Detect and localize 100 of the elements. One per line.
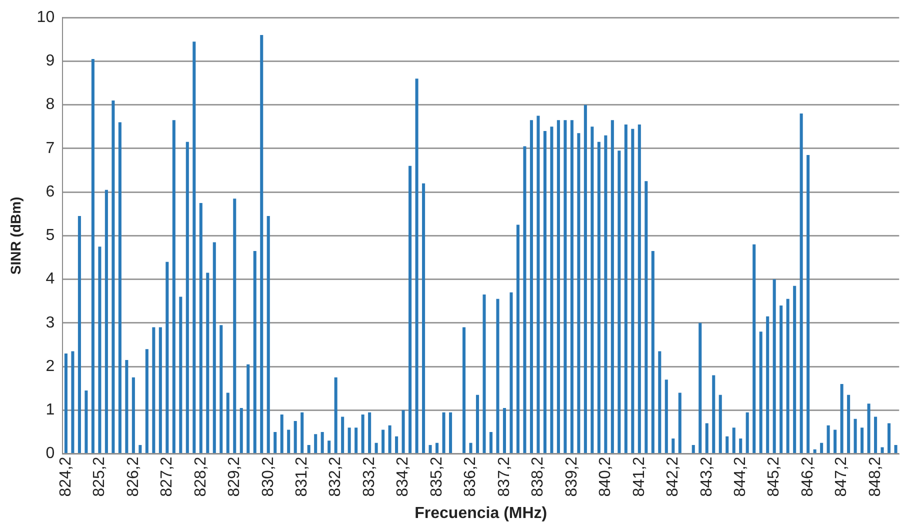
- bar: [712, 375, 716, 454]
- bar: [880, 447, 884, 454]
- bar: [91, 59, 94, 454]
- bar: [274, 432, 277, 454]
- x-tick-label: 833,2: [360, 456, 378, 497]
- x-tick-label: 845,2: [766, 456, 783, 497]
- bar: [610, 120, 614, 454]
- bar: [98, 246, 102, 454]
- bar: [341, 416, 344, 454]
- bar: [678, 392, 682, 454]
- bar: [556, 120, 560, 454]
- bar: [482, 294, 486, 454]
- bar: [820, 442, 824, 454]
- bar: [732, 428, 736, 454]
- x-tick-label: 836,2: [462, 456, 480, 497]
- bar: [314, 434, 318, 454]
- y-tick-label: 4: [46, 270, 55, 288]
- bar: [888, 423, 891, 454]
- bar: [206, 272, 210, 454]
- bar: [84, 390, 88, 454]
- bar: [658, 351, 662, 454]
- x-tick-label: 848,2: [866, 456, 884, 497]
- bar: [442, 412, 446, 454]
- bar: [382, 430, 385, 454]
- bar: [388, 425, 392, 454]
- bar: [348, 428, 351, 454]
- bar: [651, 250, 654, 454]
- bar: [800, 114, 803, 454]
- bar: [71, 351, 74, 454]
- bar: [145, 349, 148, 454]
- bar: [726, 436, 729, 454]
- bar: [469, 442, 472, 454]
- bar: [118, 122, 122, 454]
- bar: [260, 35, 264, 454]
- y-tick-label: 9: [46, 52, 55, 70]
- bar: [867, 404, 870, 454]
- bar: [462, 327, 466, 454]
- bar: [759, 332, 762, 454]
- bar: [287, 430, 290, 454]
- bar: [698, 322, 702, 454]
- y-tick-label: 3: [46, 314, 55, 332]
- x-tick-label: 829,2: [226, 456, 244, 497]
- y-tick-label: 8: [46, 96, 55, 114]
- bar: [428, 445, 432, 454]
- bar: [125, 360, 128, 454]
- bar: [266, 216, 270, 454]
- x-tick-label: 824,2: [57, 456, 74, 497]
- y-tick-label: 10: [36, 9, 55, 26]
- bar: [280, 414, 284, 454]
- y-tick-label: 7: [46, 140, 55, 157]
- bar: [597, 142, 600, 454]
- bar: [240, 408, 243, 454]
- bar: [806, 154, 810, 454]
- bar: [746, 412, 749, 454]
- bar: [570, 120, 574, 454]
- bar: [502, 408, 506, 454]
- bar: [294, 421, 297, 454]
- y-tick-label: 1: [46, 402, 55, 419]
- x-tick-label: 839,2: [563, 456, 580, 497]
- x-tick-label: 840,2: [597, 456, 614, 497]
- bar: [766, 316, 770, 454]
- x-tick-label: 838,2: [530, 456, 547, 497]
- bar: [543, 131, 546, 454]
- bar: [408, 166, 412, 454]
- bar: [199, 202, 202, 454]
- y-tick-label: 5: [46, 227, 55, 244]
- bar: [536, 116, 540, 454]
- bar: [489, 432, 493, 454]
- bar: [550, 126, 554, 454]
- bar: [847, 394, 850, 454]
- bar: [874, 416, 878, 454]
- bar: [233, 198, 236, 454]
- bar: [132, 377, 135, 454]
- bar: [334, 377, 338, 454]
- bar: [226, 392, 230, 454]
- bar: [158, 327, 162, 454]
- bar: [166, 262, 169, 454]
- y-tick-label: 2: [46, 358, 55, 375]
- x-tick-label: 847,2: [833, 456, 850, 497]
- x-axis-title: Frecuencia (MHz): [414, 504, 548, 522]
- y-axis-title: SINR (dBm): [7, 196, 24, 275]
- bar: [564, 120, 567, 454]
- y-tick-label: 6: [46, 183, 55, 200]
- bar: [530, 120, 533, 454]
- x-tick-label: 832,2: [327, 456, 344, 497]
- bar: [476, 394, 480, 454]
- bar: [422, 183, 426, 454]
- bar: [718, 394, 722, 454]
- bar: [854, 418, 857, 454]
- bar: [179, 296, 182, 454]
- bar: [577, 133, 580, 454]
- bar: [320, 432, 324, 454]
- bar: [186, 142, 189, 454]
- bar: [793, 286, 796, 454]
- bar: [361, 414, 364, 454]
- x-tick-label: 835,2: [428, 456, 446, 497]
- bar: [328, 440, 331, 454]
- bar: [860, 428, 864, 454]
- bar: [374, 442, 378, 454]
- bar: [354, 428, 358, 454]
